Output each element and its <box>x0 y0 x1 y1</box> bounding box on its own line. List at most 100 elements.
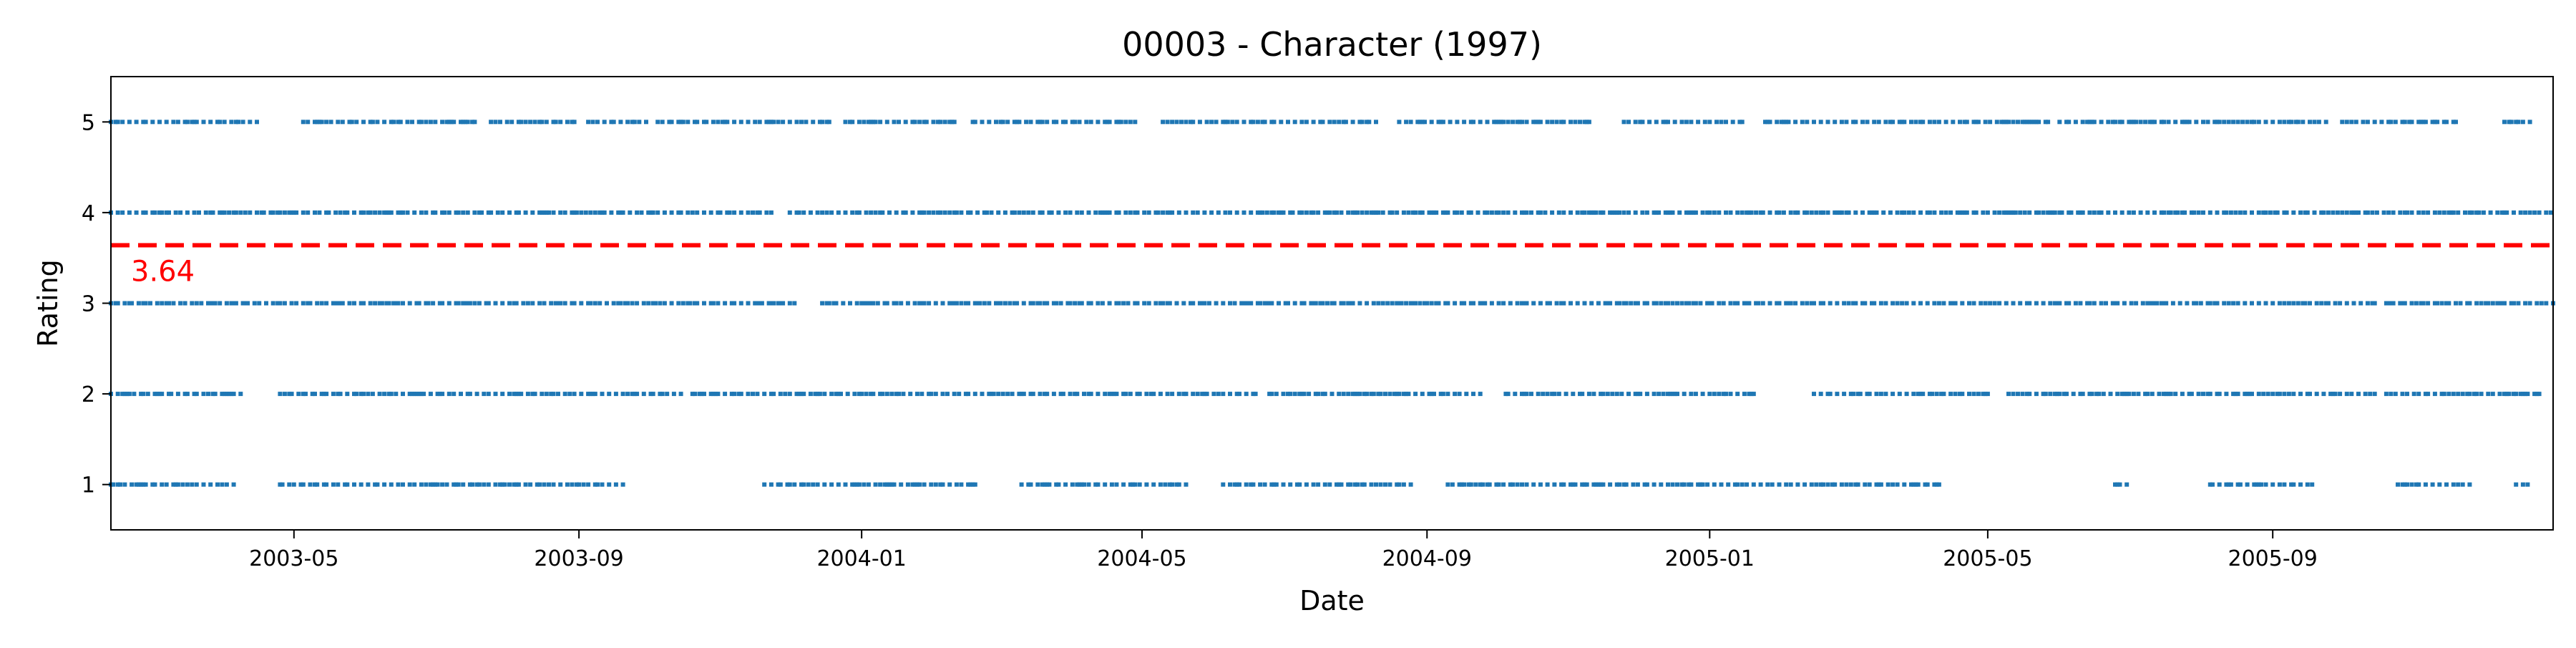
rating-point <box>1538 301 1543 306</box>
rating-point <box>1103 392 1108 397</box>
rating-point <box>1520 482 1524 487</box>
rating-point <box>1936 120 1941 125</box>
rating-point <box>1035 482 1040 487</box>
rating-point <box>2256 210 2261 215</box>
rating-point <box>2467 210 2472 215</box>
rating-point <box>331 392 336 397</box>
rating-point <box>1878 482 1883 487</box>
rating-point <box>2004 210 2009 215</box>
rating-point <box>1035 301 1040 306</box>
rating-point <box>2451 392 2456 397</box>
rating-point <box>611 120 616 125</box>
rating-point <box>1506 210 1511 215</box>
rating-point <box>134 210 139 215</box>
rating-point <box>1679 120 1684 125</box>
rating-point <box>366 482 371 487</box>
rating-point <box>2518 210 2523 215</box>
rating-point <box>2488 210 2493 215</box>
rating-point <box>1640 120 1645 125</box>
rating-point <box>669 210 674 215</box>
rating-point <box>850 210 855 215</box>
rating-point <box>338 210 343 215</box>
rating-point <box>1047 482 1052 487</box>
rating-point <box>231 392 236 397</box>
rating-point <box>1614 392 1619 397</box>
rating-point <box>386 210 391 215</box>
rating-point <box>771 301 776 306</box>
rating-point <box>1341 301 1346 306</box>
rating-point <box>233 120 238 125</box>
rating-point <box>1967 392 1971 397</box>
rating-point <box>2467 482 2472 487</box>
rating-point <box>1608 482 1613 487</box>
rating-point <box>1872 301 1877 306</box>
rating-point <box>1536 392 1541 397</box>
rating-point <box>1026 210 1031 215</box>
rating-point <box>1874 210 1879 215</box>
rating-point <box>551 482 556 487</box>
rating-point <box>1144 392 1149 397</box>
rating-point <box>1420 120 1425 125</box>
rating-point <box>1818 120 1823 125</box>
rating-point <box>1475 210 1480 215</box>
rating-point <box>130 301 135 306</box>
rating-point <box>878 120 883 125</box>
rating-point <box>630 301 635 306</box>
rating-point <box>1536 120 1541 125</box>
rating-point <box>2499 301 2504 306</box>
rating-point <box>801 482 806 487</box>
rating-point <box>1355 392 1360 397</box>
rating-point <box>579 392 584 397</box>
rating-point <box>2402 210 2407 215</box>
rating-point <box>463 301 468 306</box>
rating-point <box>2263 120 2268 125</box>
rating-point <box>208 482 213 487</box>
rating-point <box>358 301 364 306</box>
rating-point <box>2520 482 2525 487</box>
rating-point <box>613 392 618 397</box>
rating-point <box>1107 210 1112 215</box>
rating-point <box>2261 210 2266 215</box>
rating-point <box>1135 210 1140 215</box>
rating-point <box>1142 210 1147 215</box>
rating-point <box>2080 210 2085 215</box>
rating-point <box>2277 120 2282 125</box>
rating-point <box>1299 392 1304 397</box>
rating-point <box>1974 210 1979 215</box>
rating-point <box>680 120 686 125</box>
rating-point <box>845 392 850 397</box>
rating-point <box>894 210 899 215</box>
rating-point <box>516 482 521 487</box>
rating-point <box>1299 210 1304 215</box>
rating-point <box>1167 210 1172 215</box>
rating-point <box>1749 392 1754 397</box>
rating-point <box>1601 482 1606 487</box>
rating-point <box>2062 392 2067 397</box>
rating-point <box>2228 210 2233 215</box>
rating-point <box>1385 301 1390 306</box>
rating-point <box>1251 120 1256 125</box>
rating-point <box>2326 210 2331 215</box>
rating-point <box>523 210 528 215</box>
rating-point <box>338 392 343 397</box>
rating-point <box>386 392 391 397</box>
rating-point <box>562 210 567 215</box>
rating-point <box>157 210 162 215</box>
rating-point <box>1624 301 1629 306</box>
rating-point <box>1040 210 1045 215</box>
rating-point <box>160 210 165 215</box>
rating-point <box>862 301 867 306</box>
rating-point <box>1335 210 1339 215</box>
rating-point <box>2152 210 2157 215</box>
rating-point <box>2486 392 2491 397</box>
rating-point <box>178 210 183 215</box>
rating-point <box>910 482 915 487</box>
rating-point <box>1346 301 1351 306</box>
rating-point <box>2333 301 2338 306</box>
rating-point <box>1371 392 1376 397</box>
rating-point <box>1814 482 1819 487</box>
rating-point <box>1918 120 1923 125</box>
rating-point <box>1002 301 1008 306</box>
rating-point <box>1204 392 1209 397</box>
rating-point <box>270 210 275 215</box>
